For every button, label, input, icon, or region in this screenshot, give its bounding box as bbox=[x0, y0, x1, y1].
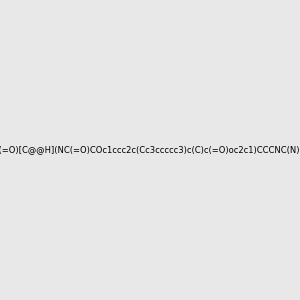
Text: OC(=O)[C@@H](NC(=O)COc1ccc2c(Cc3ccccc3)c(C)c(=O)oc2c1)CCCNC(N)=O: OC(=O)[C@@H](NC(=O)COc1ccc2c(Cc3ccccc3)c… bbox=[0, 146, 300, 154]
